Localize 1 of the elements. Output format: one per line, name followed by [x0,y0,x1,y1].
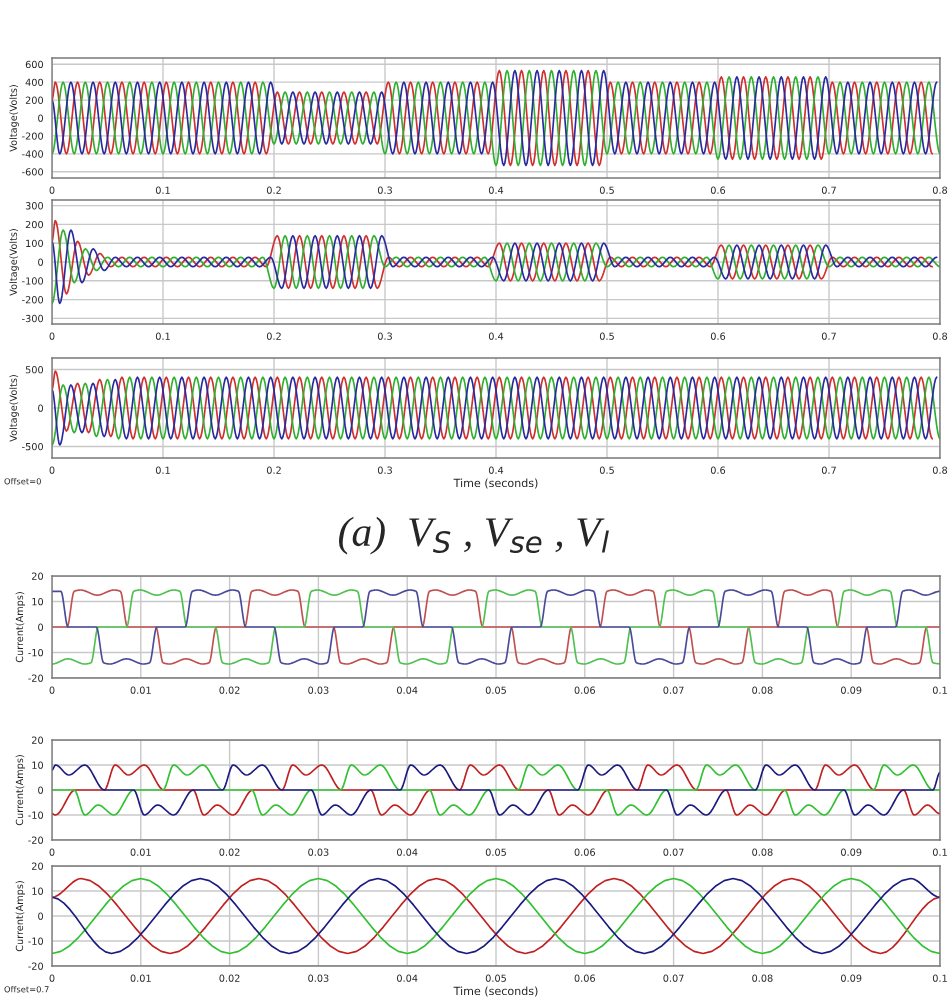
text: (a) V$_{S}$ , V$_{se}$ , V$_{l}$ [339,516,609,555]
